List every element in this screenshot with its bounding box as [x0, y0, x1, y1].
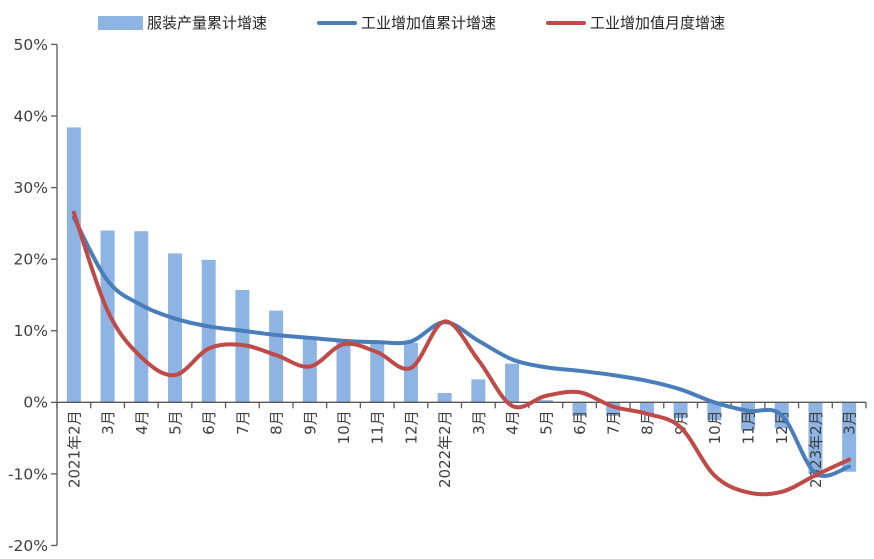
- legend-entry-monthly-line: 工业增加值月度增速: [546, 12, 725, 33]
- x-category-label: 8月: [268, 410, 286, 435]
- legend-entry-cumulative-line: 工业增加值累计增速: [317, 12, 496, 33]
- cumulative-line-swatch: [317, 20, 358, 25]
- bar-10月: [336, 341, 351, 403]
- y-tick-label: -10%: [8, 465, 48, 483]
- x-category-label: 6月: [200, 410, 218, 435]
- y-tick-label: 20%: [14, 251, 48, 269]
- line-series-0: [71, 215, 852, 478]
- bar-3月: [471, 379, 486, 403]
- chart-legend: 服装产量累计增速 工业增加值累计增速 工业增加值月度增速: [98, 12, 725, 33]
- bar-9月: [302, 337, 317, 403]
- legend-label-bar-series: 服装产量累计增速: [147, 14, 268, 32]
- x-category-label: 7月: [234, 410, 252, 435]
- x-category-label: 12月: [402, 410, 420, 444]
- y-tick-label: 40%: [14, 107, 48, 125]
- legend-entry-bar-series: 服装产量累计增速: [98, 12, 267, 33]
- bar-8月: [639, 402, 654, 414]
- bar-2023年2月: [808, 402, 823, 474]
- x-category-label: 9月: [301, 410, 319, 435]
- x-category-label: 9月: [672, 410, 690, 435]
- bar-series-swatch: [98, 15, 143, 30]
- y-tick-label: 10%: [14, 322, 48, 340]
- x-category-label: 5月: [537, 410, 555, 435]
- x-category-label: 11月: [369, 410, 387, 444]
- x-category-label: 5月: [166, 410, 184, 435]
- bar-5月: [167, 253, 182, 403]
- x-category-label: 3月: [470, 410, 488, 435]
- x-category-label: 2021年2月: [65, 410, 83, 488]
- bar-11月: [370, 342, 385, 403]
- bar-2022年2月: [437, 392, 452, 403]
- bar-5月: [538, 400, 553, 403]
- bar-4月: [505, 363, 520, 403]
- x-category-label: 3月: [99, 410, 117, 435]
- bar-2021年2月: [66, 127, 81, 403]
- y-tick-label: 50%: [14, 36, 48, 54]
- x-category-label: 3月: [841, 410, 859, 435]
- bar-3月: [842, 402, 857, 472]
- bar-12月: [403, 342, 418, 403]
- x-category-label: 4月: [133, 410, 151, 435]
- bar-4月: [134, 231, 149, 403]
- x-category-label: 6月: [571, 410, 589, 435]
- x-category-label: 11月: [740, 410, 758, 444]
- bar-9月: [673, 402, 688, 419]
- x-category-label: 2022年2月: [436, 410, 454, 488]
- y-tick-label: 30%: [14, 179, 48, 197]
- x-category-label: 10月: [335, 410, 353, 444]
- x-category-label: 10月: [706, 410, 724, 444]
- y-tick-label: -20%: [8, 537, 48, 555]
- monthly-line-swatch: [546, 20, 587, 25]
- x-category-label: 4月: [504, 410, 522, 435]
- bar-6月: [572, 402, 587, 416]
- bar-6月: [201, 259, 216, 403]
- legend-label-cumulative-line: 工业增加值累计增速: [361, 14, 497, 32]
- bar-10月: [707, 402, 722, 421]
- line-series-1: [71, 210, 852, 497]
- legend-label-monthly-line: 工业增加值月度增速: [590, 14, 726, 32]
- x-category-label: 7月: [605, 410, 623, 435]
- y-tick-label: 0%: [23, 394, 48, 412]
